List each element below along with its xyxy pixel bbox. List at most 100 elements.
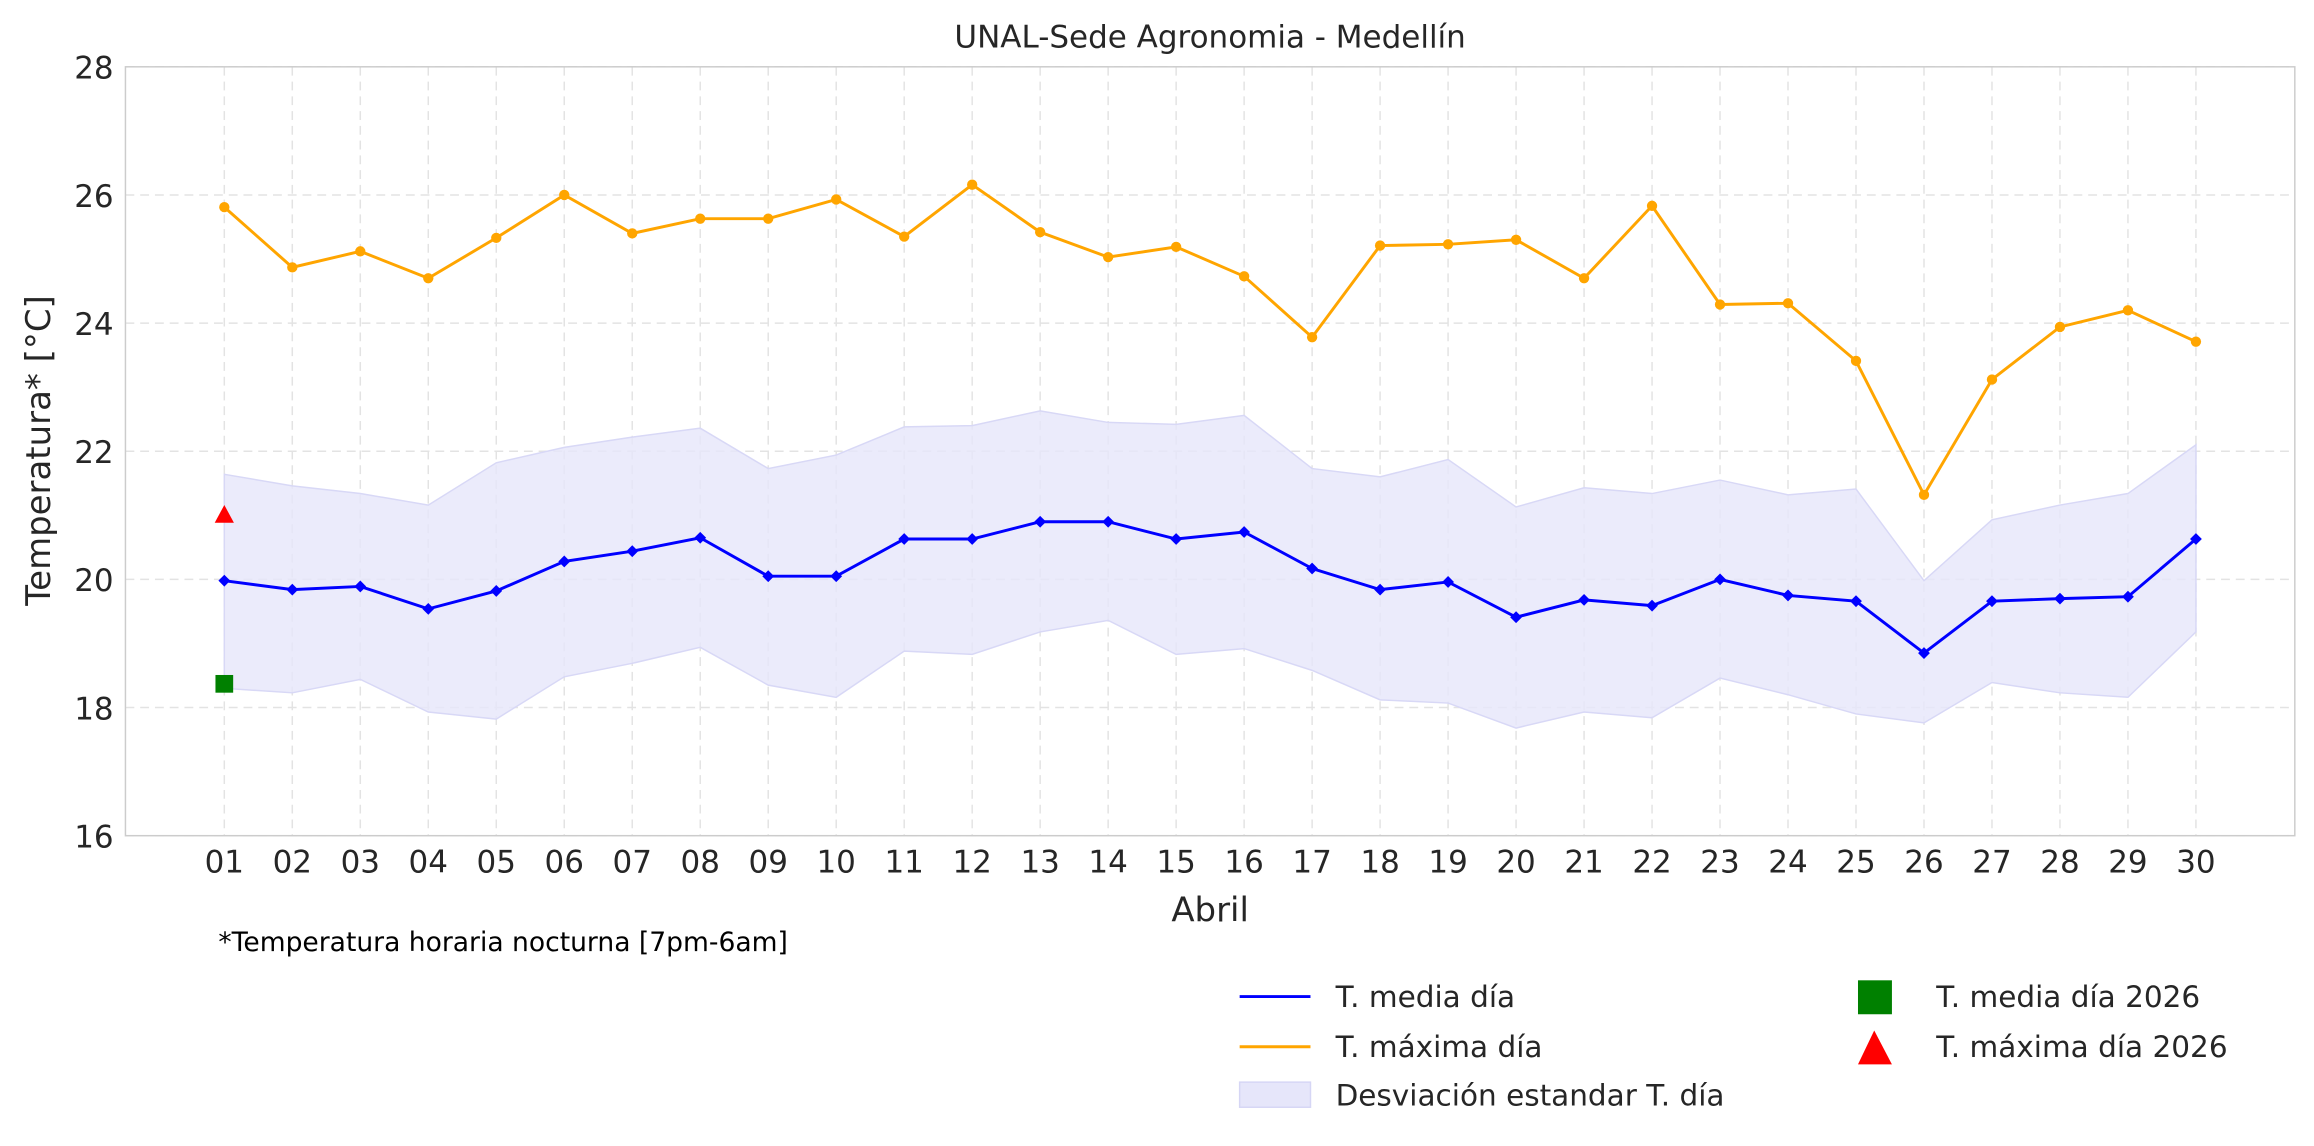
- data-point-maxima: [1510, 234, 1522, 245]
- legend-label-media-2026: T. media día 2026: [1935, 980, 2200, 1014]
- x-tick-label: 09: [748, 845, 787, 881]
- data-point-maxima: [2122, 305, 2134, 316]
- data-point-maxima: [1374, 240, 1386, 251]
- x-tick-label: 15: [1156, 845, 1195, 881]
- x-tick-label: 05: [477, 845, 516, 881]
- data-point-media: [1442, 576, 1454, 588]
- x-tick-label: 02: [273, 845, 312, 881]
- data-point-maxima: [287, 262, 298, 273]
- plot-frame: [124, 66, 2296, 837]
- x-tick-label: 01: [205, 845, 244, 881]
- data-point-media: [966, 533, 979, 545]
- data-point-maxima: [831, 194, 842, 205]
- data-point-maxima: [559, 189, 570, 201]
- legend: T. media día T. máxima día Desviación es…: [1238, 980, 2228, 1113]
- data-point-maxima: [627, 228, 638, 239]
- data-point-media: [490, 585, 503, 597]
- data-point-maxima: [355, 246, 366, 257]
- data-point-maxima: [1986, 374, 1998, 385]
- series-line-maxima: [223, 182, 2197, 498]
- legend-handle-band: [1238, 1081, 1312, 1108]
- x-tick-label: 12: [952, 845, 991, 881]
- data-point-maxima: [2190, 336, 2202, 347]
- data-point-maxima: [2054, 321, 2066, 333]
- x-tick-label: 08: [681, 845, 720, 881]
- x-tick-label: 03: [341, 845, 380, 881]
- y-tick-label: 26: [74, 179, 113, 215]
- y-tick-label: 22: [74, 435, 113, 471]
- x-tick-label: 11: [884, 845, 923, 881]
- x-tick-label: 17: [1292, 845, 1331, 881]
- data-point-media: [558, 555, 571, 568]
- data-point-media: [218, 574, 231, 587]
- x-tick-label: 29: [2108, 845, 2147, 881]
- data-point-maxima: [967, 179, 978, 190]
- x-tick-label: 07: [613, 845, 652, 881]
- legend-label-media: T. media día: [1335, 980, 1516, 1014]
- x-axis-label: Abril: [1171, 890, 1249, 930]
- data-point-media: [626, 545, 639, 558]
- x-tick-label: 21: [1564, 845, 1603, 881]
- y-tick-label: 28: [74, 51, 113, 87]
- x-tick-label: 20: [1496, 845, 1535, 881]
- data-point-maxima: [1918, 489, 1930, 500]
- x-tick-label: 24: [1768, 845, 1807, 881]
- x-tick-label: 18: [1360, 845, 1399, 881]
- std-band: [223, 410, 2197, 729]
- data-point-maxima: [1238, 271, 1250, 282]
- data-point-maxima: [763, 213, 774, 224]
- y-tick-label: 16: [74, 819, 113, 855]
- data-point-media: [762, 570, 775, 583]
- y-tick-label: 24: [74, 307, 113, 343]
- x-tick-label: 13: [1020, 845, 1059, 881]
- x-tick-label: 30: [2176, 845, 2215, 881]
- x-tick-label: 23: [1700, 845, 1739, 881]
- data-point-maxima: [1646, 200, 1658, 212]
- data-point-media: [1238, 526, 1251, 538]
- data-point-media: [2190, 533, 2202, 545]
- legend-label-maxima-2026: T. máxima día 2026: [1935, 1030, 2227, 1064]
- data-point-media: [1510, 611, 1522, 624]
- data-point-media: [1714, 573, 1726, 586]
- y-tick-label: 20: [74, 563, 113, 599]
- legend-label-band: Desviación estandar T. día: [1336, 1079, 1725, 1113]
- x-tick-label: 16: [1224, 845, 1263, 881]
- data-point-media: [1374, 583, 1386, 596]
- legend-label-maxima: T. máxima día: [1335, 1030, 1543, 1064]
- chart-title: UNAL-Sede Agronomia - Medellín: [954, 20, 1465, 56]
- data-point-media: [2122, 590, 2134, 603]
- data-point-maxima: [491, 232, 502, 244]
- data-point-media: [286, 583, 299, 596]
- y-tick-label: 18: [74, 691, 113, 727]
- x-tick-label: 28: [2040, 845, 2079, 881]
- data-point-media: [422, 602, 435, 615]
- data-point-media: [694, 531, 707, 544]
- x-tick-label: 22: [1632, 845, 1671, 881]
- data-point-maxima: [219, 201, 230, 213]
- data-point-maxima: [1102, 251, 1114, 263]
- data-point-media: [1918, 647, 1930, 659]
- data-point-media-2026: [215, 674, 234, 693]
- x-tick-label: 26: [1904, 845, 1943, 881]
- data-point-media: [898, 533, 911, 545]
- data-point-maxima: [1782, 298, 1794, 309]
- data-point-maxima: [423, 273, 434, 284]
- data-point-maxima: [1034, 226, 1046, 238]
- x-tick-label: 25: [1836, 845, 1875, 881]
- series-line-media: [224, 520, 2197, 655]
- data-point-maxima: [1442, 239, 1454, 250]
- data-point-media: [1034, 515, 1047, 528]
- x-tick-label: 04: [409, 845, 448, 881]
- data-point-maxima: [1714, 299, 1726, 310]
- data-point-maxima: [899, 231, 910, 242]
- data-point-maxima: [695, 213, 706, 224]
- data-point-maxima: [1306, 332, 1318, 343]
- data-point-media: [1170, 533, 1183, 545]
- data-point-media: [1646, 599, 1658, 612]
- data-point-media: [830, 570, 843, 583]
- x-tick-label: 06: [545, 845, 584, 881]
- footnote: *Temperatura horaria nocturna [7pm-6am]: [218, 927, 787, 958]
- data-point-media: [1306, 562, 1319, 575]
- data-point-media: [354, 580, 367, 593]
